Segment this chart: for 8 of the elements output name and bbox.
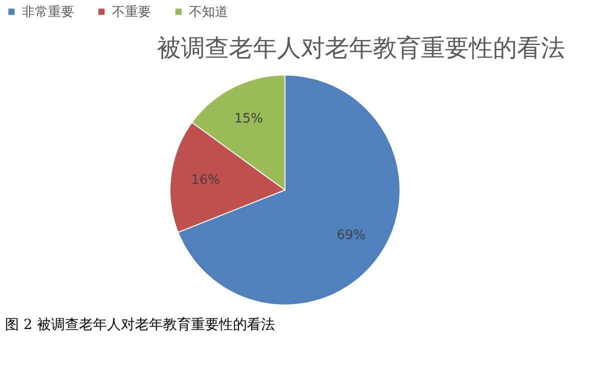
data-label: 69% bbox=[336, 228, 366, 243]
data-label: 15% bbox=[234, 112, 264, 127]
legend-label: 非常重要 bbox=[22, 4, 74, 20]
data-label: 16% bbox=[191, 172, 220, 188]
legend-label: 不知道 bbox=[189, 4, 228, 20]
legend-label: 不重要 bbox=[112, 4, 151, 20]
text: 被调查老年人对老年教育重要性的看法 bbox=[157, 34, 565, 62]
caption: 图 2 被调查老年人对老年教育重要性的看法 bbox=[5, 316, 275, 333]
